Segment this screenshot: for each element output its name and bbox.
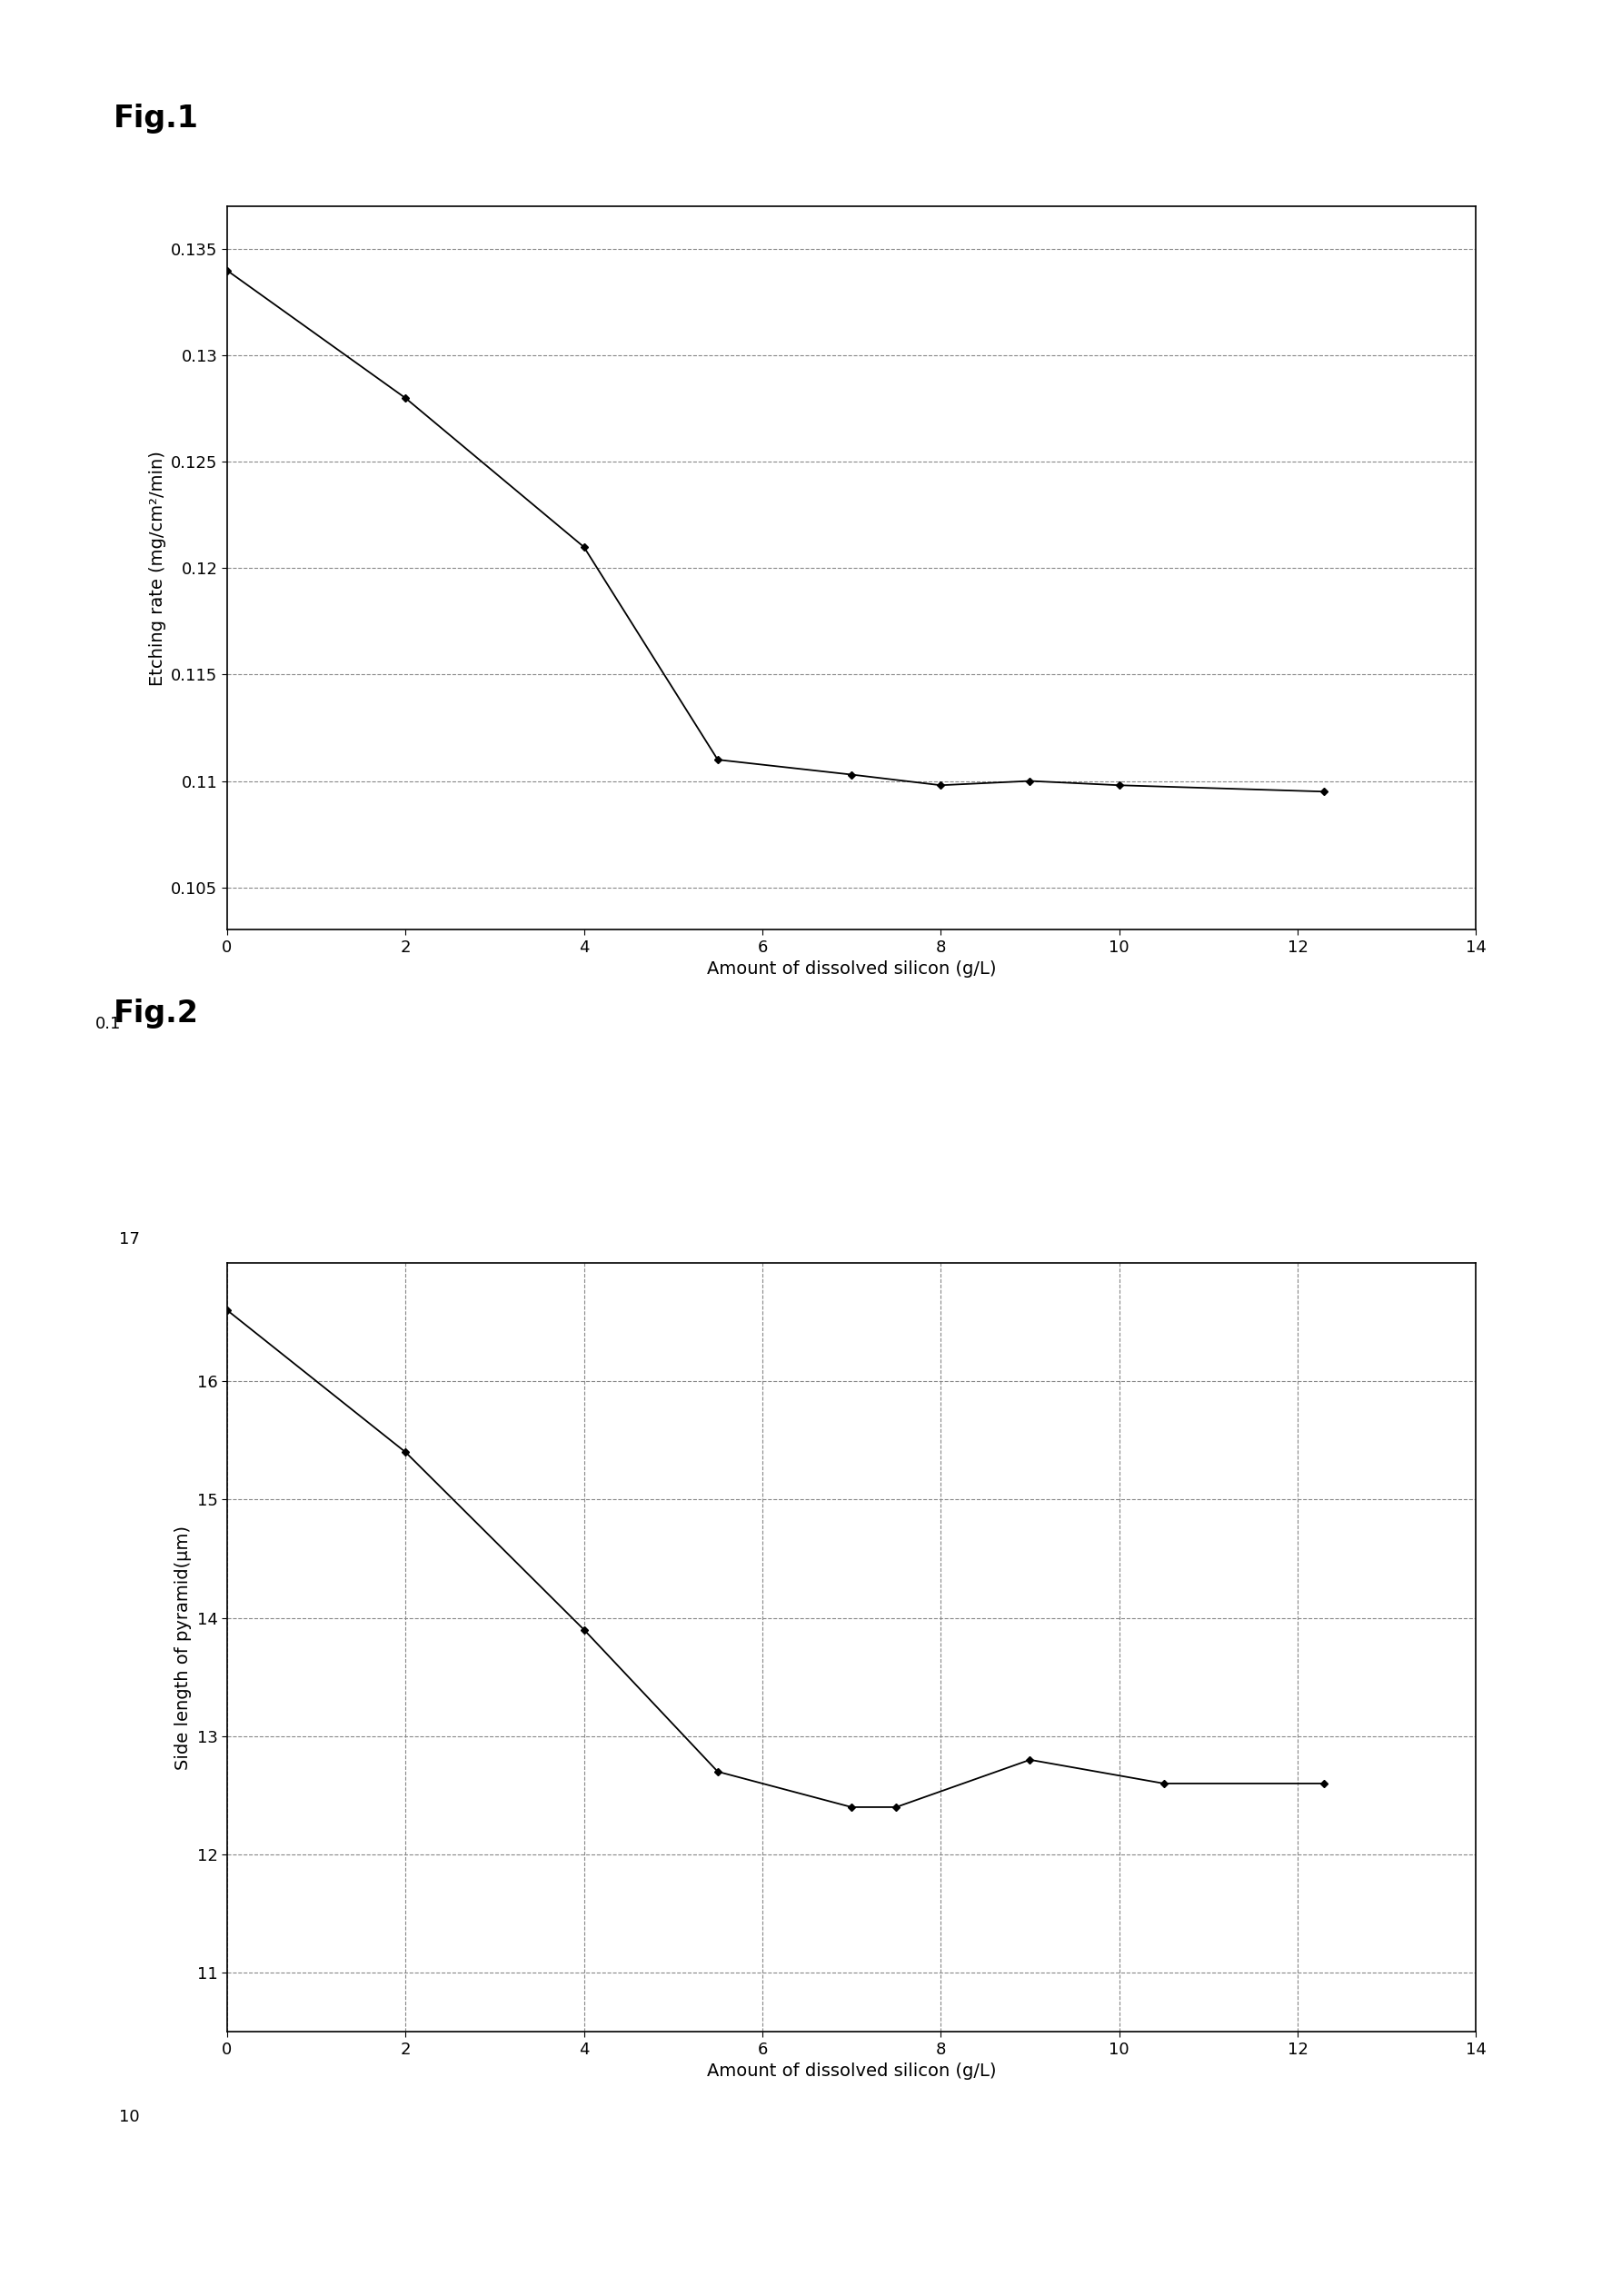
Text: 17: 17 (118, 1231, 139, 1247)
Y-axis label: Side length of pyramid(μm): Side length of pyramid(μm) (175, 1525, 191, 1770)
Y-axis label: Etching rate (mg/cm²/min): Etching rate (mg/cm²/min) (149, 450, 165, 687)
Text: 10: 10 (118, 2108, 139, 2126)
Text: 0.1: 0.1 (96, 1015, 122, 1033)
X-axis label: Amount of dissolved silicon (g/L): Amount of dissolved silicon (g/L) (707, 960, 996, 978)
X-axis label: Amount of dissolved silicon (g/L): Amount of dissolved silicon (g/L) (707, 2062, 996, 2080)
Text: Fig.1: Fig.1 (114, 103, 200, 133)
Text: Fig.2: Fig.2 (114, 999, 200, 1029)
